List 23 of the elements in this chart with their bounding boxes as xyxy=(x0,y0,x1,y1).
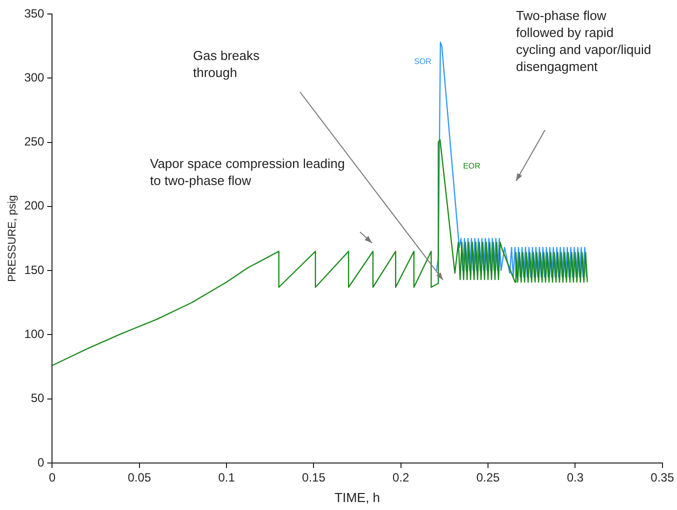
y-tick-label: 0 xyxy=(38,455,45,470)
x-tick-label: 0.15 xyxy=(302,470,326,485)
y-axis-title: PRESSURE, psig xyxy=(6,195,19,282)
x-tick-label: 0.35 xyxy=(650,470,674,485)
x-tick-label: 0.1 xyxy=(218,470,236,485)
annotation: Two-phase flow followed by rapid cycling and vapor/liquid disengagment xyxy=(516,8,652,74)
x-axis-title: TIME, h xyxy=(334,490,380,505)
series-label: SOR xyxy=(414,57,432,66)
y-tick-label: 200 xyxy=(24,198,45,213)
x-tick-label: 0.3 xyxy=(566,470,584,485)
y-tick-label: 50 xyxy=(30,391,45,406)
annotation: Gas breaks through xyxy=(193,48,260,80)
y-tick-label: 100 xyxy=(24,327,45,342)
y-tick-label: 250 xyxy=(24,134,45,149)
x-tick-label: 0.25 xyxy=(476,470,500,485)
y-tick-label: 150 xyxy=(24,262,45,277)
x-tick-label: 0.2 xyxy=(392,470,410,485)
x-tick-label: 0.05 xyxy=(128,470,152,485)
x-tick-label: 0 xyxy=(48,470,56,485)
text: EOR xyxy=(463,162,481,171)
y-tick-label: 350 xyxy=(24,6,45,20)
y-tick-label: 300 xyxy=(24,70,45,84)
annotation: Vapor space compression leading to two-phase flow xyxy=(150,156,345,188)
